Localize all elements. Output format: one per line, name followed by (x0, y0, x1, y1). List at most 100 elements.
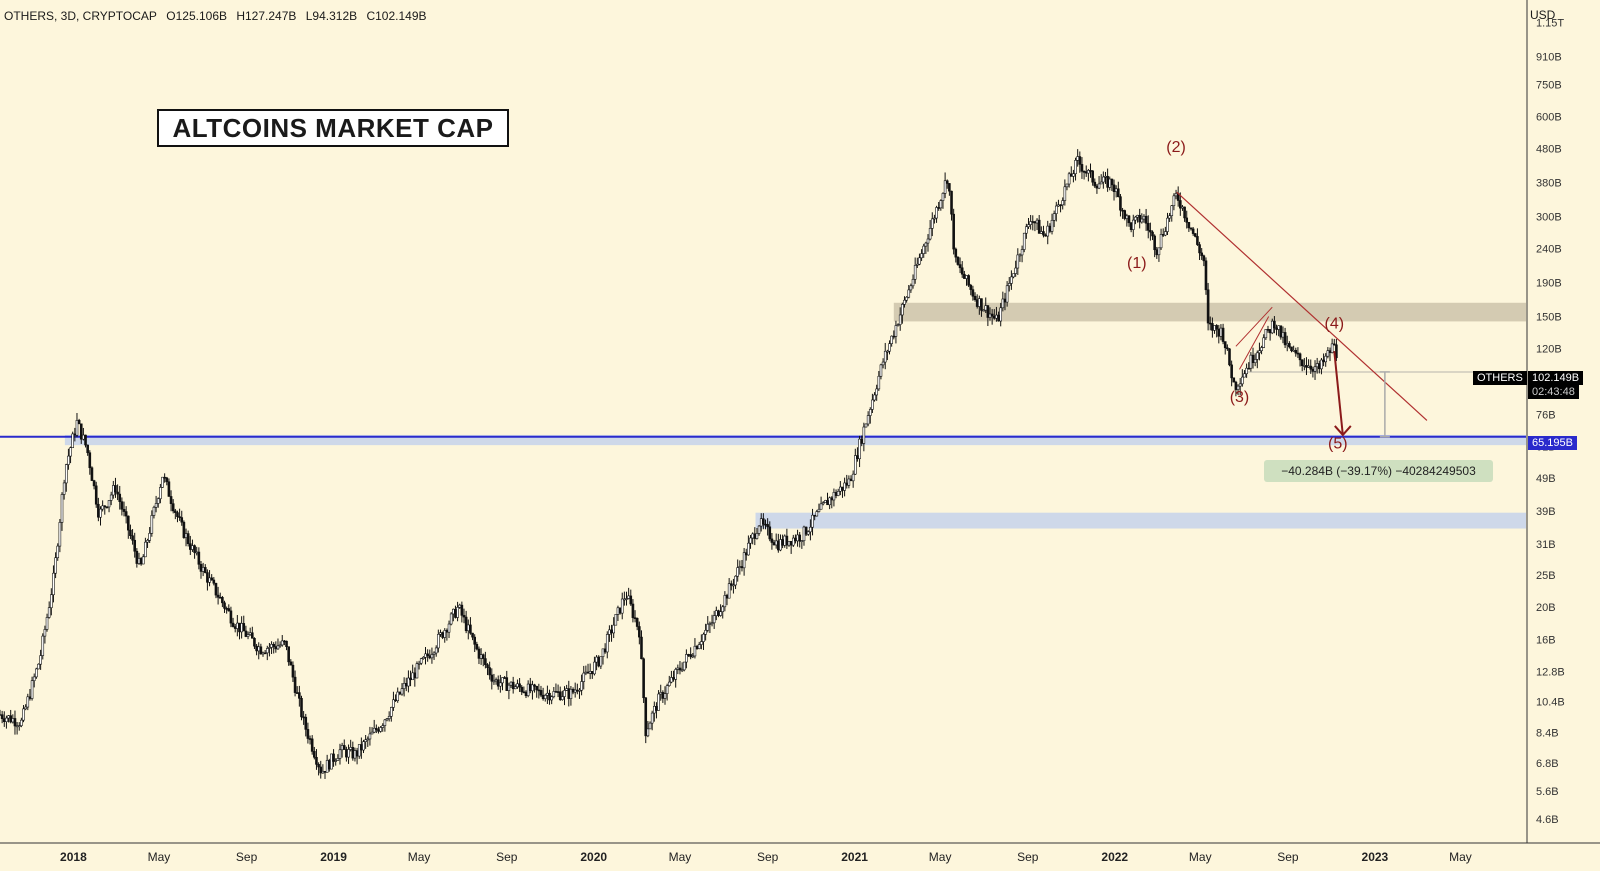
candle-body (772, 542, 776, 546)
candle-body (1288, 343, 1291, 348)
candle-body (1213, 325, 1216, 331)
candle-body (165, 477, 169, 483)
candle-body (1119, 196, 1122, 211)
candle-body (1268, 329, 1272, 334)
candle-body (464, 616, 468, 632)
candle-body (623, 598, 626, 601)
candle-body (535, 685, 539, 691)
candle-body (828, 497, 831, 506)
candle-body (781, 539, 784, 546)
candle-body (488, 667, 491, 676)
candle-body (770, 538, 774, 543)
candle-body (69, 447, 72, 457)
candle-body (434, 647, 438, 654)
candle-body (791, 537, 795, 546)
candle-body (419, 658, 423, 664)
candle-body (285, 640, 288, 647)
candle-body (381, 725, 385, 728)
candle-body (396, 691, 400, 701)
candle-body (877, 375, 881, 390)
candle-body (28, 696, 32, 699)
candle-body (826, 500, 829, 506)
candle-body (1125, 215, 1129, 219)
candle-body (819, 503, 823, 510)
candle-body (156, 498, 160, 504)
candle-body (1046, 225, 1050, 237)
candle-body (174, 510, 177, 513)
x-tick-label: 2019 (320, 850, 347, 864)
candle-body (310, 738, 314, 752)
candle-body (524, 691, 528, 696)
candle-body (992, 315, 996, 319)
candle-body (274, 646, 278, 650)
candle-body (1099, 181, 1103, 185)
candle-body (248, 632, 252, 635)
candle-body (1005, 285, 1009, 303)
candle-body (796, 534, 799, 542)
candle-body (5, 717, 8, 723)
candle-body (1166, 217, 1169, 232)
candle-body (631, 603, 635, 618)
candle-body (229, 610, 233, 624)
candle-body (747, 542, 750, 556)
candle-body (537, 689, 541, 692)
candle-body (1052, 213, 1056, 221)
candle-body (1020, 249, 1024, 256)
candle-body (101, 505, 104, 510)
x-tick-label: May (1189, 850, 1212, 864)
candle-body (469, 624, 472, 634)
candle-body (238, 622, 241, 633)
candle-body (107, 500, 111, 508)
candle-body (661, 692, 665, 699)
candle-body (505, 677, 509, 691)
candle-body (1226, 347, 1229, 350)
candle-body (721, 606, 725, 613)
candle-body (1264, 329, 1268, 339)
candle-body (225, 608, 228, 610)
candle-body (1300, 359, 1304, 366)
candle-body (345, 749, 348, 758)
candle-body (1247, 367, 1251, 370)
candle-body (997, 314, 1000, 322)
candle-body (629, 595, 633, 605)
candle-body (841, 486, 844, 491)
candle-body (30, 680, 34, 699)
candle-body (283, 640, 286, 643)
candle-body (1253, 359, 1257, 363)
candle-body (43, 629, 47, 637)
candle-body (454, 608, 457, 618)
candle-body (452, 608, 455, 615)
candle-body (719, 611, 722, 616)
candle-body (670, 677, 673, 683)
candle-body (1258, 350, 1261, 354)
candle-body (924, 242, 928, 247)
candle-body (54, 557, 57, 574)
candle-body (866, 415, 870, 425)
candle-body (1200, 252, 1203, 257)
candle-body (456, 607, 459, 618)
candle-body (32, 676, 36, 681)
candle-body (911, 278, 915, 287)
candle-body (484, 658, 487, 666)
candle-body (717, 610, 720, 616)
candle-body (231, 622, 235, 627)
candle-body (712, 615, 716, 624)
candle-body (1315, 363, 1319, 368)
candle-body (216, 594, 220, 598)
candle-body (930, 218, 934, 229)
candle-body (601, 648, 605, 657)
candle-body (1251, 354, 1255, 363)
candle-body (744, 552, 748, 556)
candle-body (665, 685, 669, 694)
candle-body (253, 638, 256, 647)
x-tick-label: Sep (1017, 850, 1039, 864)
symbol-tag: OTHERS (1473, 371, 1527, 385)
candle-body (734, 575, 737, 586)
candle-body (511, 681, 515, 690)
candle-body (287, 646, 290, 663)
candle-body (965, 275, 968, 279)
candle-body (428, 655, 432, 659)
candle-body (1187, 221, 1191, 229)
